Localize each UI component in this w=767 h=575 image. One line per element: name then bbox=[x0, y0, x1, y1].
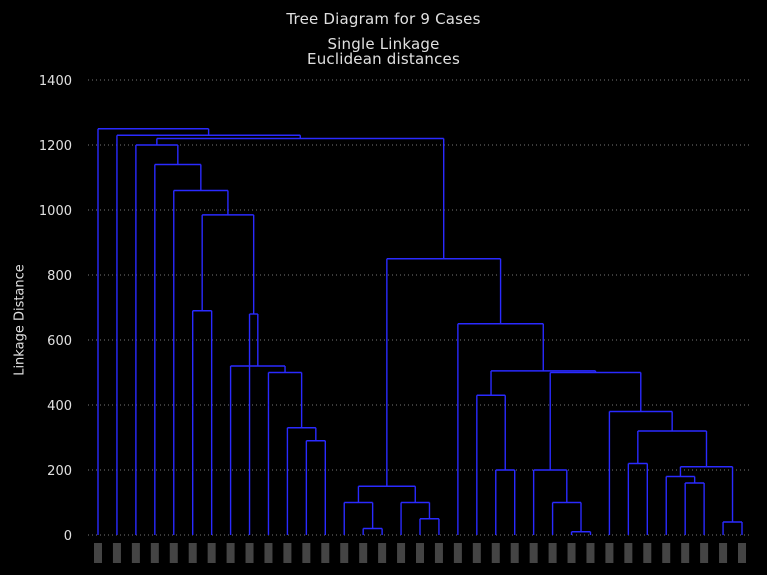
dendrogram-links bbox=[97, 128, 743, 535]
leaf-label-mark bbox=[150, 543, 159, 563]
y-tick-label: 800 bbox=[47, 269, 72, 284]
leaf-label-mark bbox=[340, 543, 349, 563]
leaf-label-mark bbox=[719, 543, 728, 563]
chart-subtitle-linkage: Single Linkage bbox=[327, 35, 440, 53]
leaf-label-mark bbox=[207, 543, 216, 563]
leaf-label-mark bbox=[548, 543, 557, 563]
leaf-label-mark bbox=[434, 543, 443, 563]
leaf-label-mark bbox=[491, 543, 500, 563]
leaf-label-mark bbox=[416, 543, 424, 563]
leaf-label-mark bbox=[453, 543, 462, 563]
y-tick-label: 600 bbox=[47, 334, 72, 349]
leaf-label-mark bbox=[169, 543, 178, 563]
leaf-label-mark bbox=[188, 543, 197, 563]
y-tick-label: 400 bbox=[47, 399, 72, 414]
y-tick-label: 1200 bbox=[39, 139, 72, 154]
y-tick-label: 0 bbox=[64, 529, 72, 544]
leaf-label-mark bbox=[510, 543, 519, 563]
leaf-label-mark bbox=[586, 543, 595, 563]
leaf-label-mark bbox=[643, 543, 652, 563]
leaf-label-mark bbox=[283, 543, 292, 563]
gridlines bbox=[88, 79, 752, 536]
leaf-label-mark bbox=[624, 543, 633, 563]
leaf-label-mark bbox=[245, 543, 254, 563]
y-tick-label: 1400 bbox=[39, 74, 72, 89]
leaf-label-mark bbox=[397, 543, 406, 563]
leaf-label-mark bbox=[359, 543, 368, 563]
leaf-label-mark bbox=[738, 543, 746, 563]
leaf-label-mark bbox=[264, 543, 273, 563]
leaf-label-mark bbox=[226, 543, 235, 563]
y-tick-label: 1000 bbox=[39, 204, 72, 219]
leaf-label-mark bbox=[567, 543, 576, 563]
leaf-label-mark bbox=[662, 543, 671, 563]
y-axis-ticks: 0 200 400 600 800 1000 1200 1400 bbox=[39, 74, 72, 544]
leaf-label-mark bbox=[112, 543, 121, 563]
chart-title: Tree Diagram for 9 Cases bbox=[286, 10, 481, 28]
leaf-label-mark bbox=[321, 543, 330, 563]
leaf-label-mark bbox=[94, 543, 102, 563]
leaf-label-mark bbox=[378, 543, 387, 563]
leaf-label-mark bbox=[472, 543, 481, 563]
leaf-label-mark bbox=[131, 543, 140, 563]
leaf-label-mark bbox=[605, 543, 614, 563]
leaf-label-mark bbox=[302, 543, 311, 563]
y-tick-label: 200 bbox=[47, 464, 72, 479]
leaf-label-mark bbox=[529, 543, 538, 563]
chart-subtitle-distance: Euclidean distances bbox=[307, 50, 460, 68]
leaf-label-mark bbox=[700, 543, 709, 563]
leaf-labels bbox=[94, 543, 746, 563]
leaf-label-mark bbox=[681, 543, 690, 563]
